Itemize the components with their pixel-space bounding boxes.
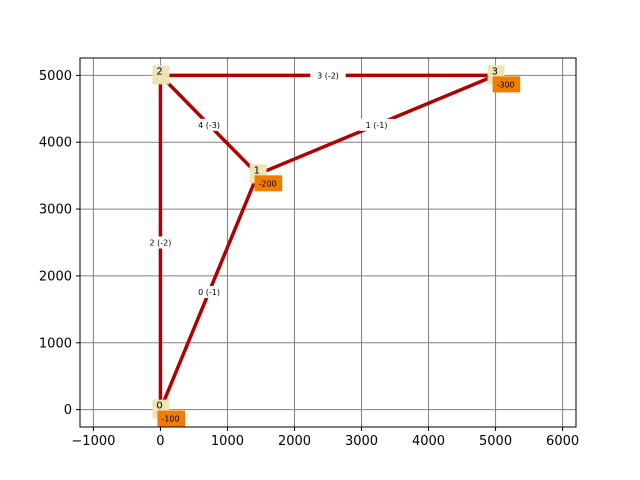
demand-box-0 [157, 410, 186, 427]
demand-label-1: -200 [259, 179, 277, 188]
edge-labels: 0 (-1) 1 (-1) 2 (-2) 3 (-2) 4 (-3) [142, 69, 395, 298]
x-tick-label: 3000 [345, 434, 378, 449]
axes: −1000 0 1000 2000 3000 4000 5000 6000 0 1000 2000 3… [39, 69, 579, 449]
edge-label: 0 (-1) [198, 288, 220, 297]
demand-label-3: -300 [497, 80, 515, 89]
edge-label-box [358, 118, 395, 131]
y-tick-label: 2000 [39, 269, 72, 284]
edge-label: 2 (-2) [150, 239, 172, 248]
x-tick-label: 1000 [211, 434, 244, 449]
demand-label-0: -100 [161, 415, 179, 424]
node-label-3: 3 [492, 66, 498, 77]
edge-label: 3 (-2) [317, 71, 339, 80]
node-box-2 [152, 65, 170, 85]
nodes: 0 -100 1 -200 2 3 -300 [152, 65, 521, 427]
x-tick-label: 2000 [278, 434, 311, 449]
y-tick-label: 5000 [39, 69, 72, 84]
edge-label-box [142, 236, 179, 249]
node-label-0: 0 [156, 401, 162, 412]
node-label-1: 1 [254, 165, 260, 176]
demand-box-1 [254, 175, 283, 192]
edge-label: 4 (-3) [198, 121, 220, 130]
y-tick-label: 4000 [39, 136, 72, 151]
demand-box-3 [492, 76, 521, 93]
edge-label-box [310, 69, 346, 82]
y-tick-label: 0 [64, 403, 72, 418]
x-tick-label: 5000 [479, 434, 512, 449]
x-tick-label: 0 [156, 434, 164, 449]
y-tick-label: 3000 [39, 203, 72, 218]
edge-label-box [191, 285, 227, 298]
edge-label: 1 (-1) [366, 121, 388, 130]
x-tick-label: 4000 [412, 434, 445, 449]
plot-frame [79, 57, 577, 428]
edge-label-box [191, 118, 227, 131]
x-tick-label: −1000 [71, 434, 115, 449]
node-label-2: 2 [156, 66, 162, 77]
x-tick-label: 6000 [546, 434, 579, 449]
y-tick-label: 1000 [39, 336, 72, 351]
